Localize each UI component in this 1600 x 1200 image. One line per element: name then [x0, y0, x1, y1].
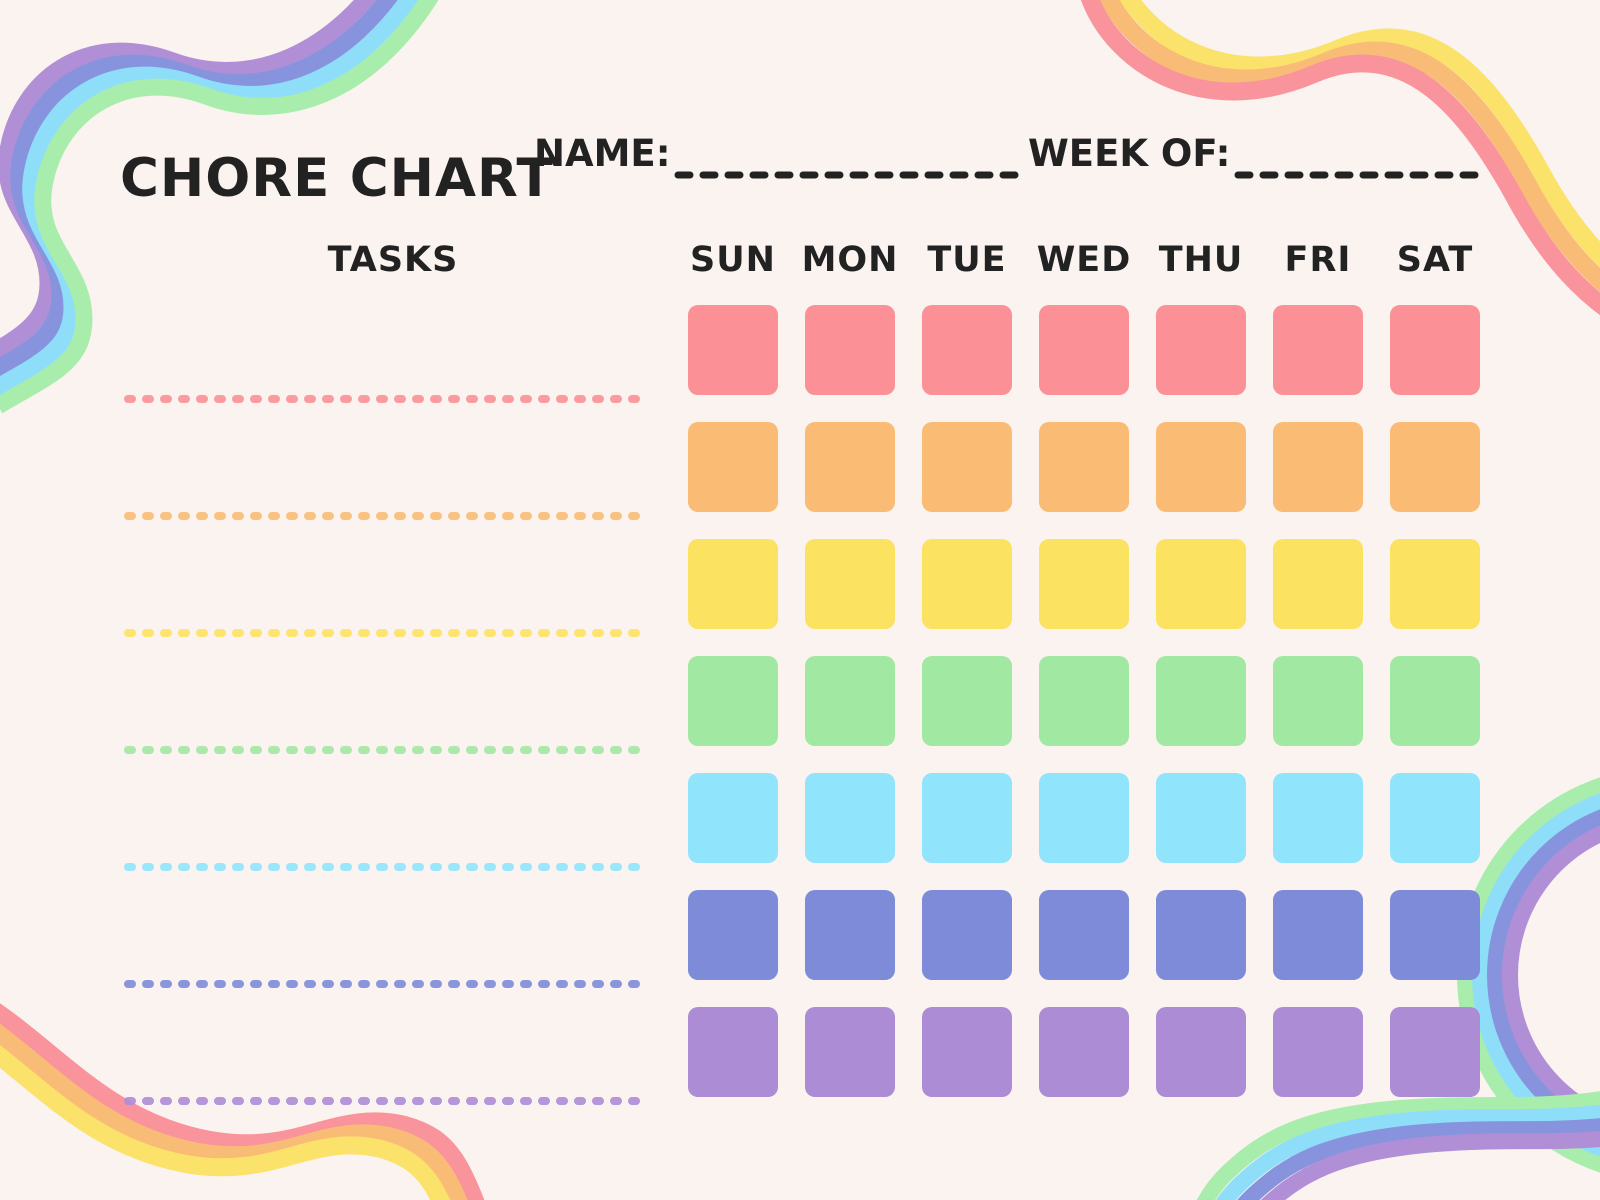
chore-cell[interactable]	[688, 890, 778, 980]
chore-cell[interactable]	[688, 422, 778, 512]
chore-cell[interactable]	[805, 890, 895, 980]
chore-cell[interactable]	[688, 1007, 778, 1097]
chore-cell[interactable]	[805, 539, 895, 629]
chore-cell[interactable]	[1273, 539, 1363, 629]
chore-cell[interactable]	[1039, 305, 1129, 395]
chore-cell[interactable]	[1039, 422, 1129, 512]
chore-cell[interactable]	[922, 539, 1012, 629]
chore-cell[interactable]	[1390, 890, 1480, 980]
chore-cell[interactable]	[688, 539, 778, 629]
chore-cell[interactable]	[805, 422, 895, 512]
chore-cell[interactable]	[1273, 773, 1363, 863]
chore-cell[interactable]	[1156, 656, 1246, 746]
chore-cell[interactable]	[1156, 1007, 1246, 1097]
day-header-mon: MON	[801, 240, 899, 280]
week-of-label: WEEK OF:	[1028, 132, 1231, 175]
chore-cell[interactable]	[1273, 422, 1363, 512]
chore-cell[interactable]	[1156, 422, 1246, 512]
chore-cell[interactable]	[805, 773, 895, 863]
day-header-tue: TUE	[927, 240, 1007, 280]
chore-cell[interactable]	[1390, 773, 1480, 863]
chore-cell[interactable]	[922, 773, 1012, 863]
day-header-thu: THU	[1158, 240, 1244, 280]
page-title: CHORE CHART	[120, 147, 554, 209]
day-header-sat: SAT	[1396, 240, 1474, 280]
chore-cell[interactable]	[1273, 1007, 1363, 1097]
chore-grid	[688, 305, 1483, 1105]
chore-cell[interactable]	[1390, 1007, 1480, 1097]
chore-cell[interactable]	[1156, 773, 1246, 863]
chore-cell[interactable]	[805, 305, 895, 395]
chore-cell[interactable]	[1273, 656, 1363, 746]
name-label: NAME:	[534, 132, 671, 175]
chore-cell[interactable]	[1390, 656, 1480, 746]
chore-cell[interactable]	[805, 1007, 895, 1097]
day-header-sun: SUN	[690, 240, 776, 280]
day-header-fri: FRI	[1284, 240, 1352, 280]
chore-cell[interactable]	[688, 656, 778, 746]
chore-cell[interactable]	[1156, 539, 1246, 629]
chore-cell[interactable]	[1273, 890, 1363, 980]
chore-cell[interactable]	[688, 773, 778, 863]
chore-cell[interactable]	[1039, 656, 1129, 746]
chore-cell[interactable]	[922, 656, 1012, 746]
chore-cell[interactable]	[1390, 539, 1480, 629]
chore-cell[interactable]	[805, 656, 895, 746]
chore-cell[interactable]	[1156, 890, 1246, 980]
chore-cell[interactable]	[1039, 1007, 1129, 1097]
chore-cell[interactable]	[922, 305, 1012, 395]
chore-cell[interactable]	[1039, 773, 1129, 863]
chore-cell[interactable]	[922, 890, 1012, 980]
chore-cell[interactable]	[1039, 890, 1129, 980]
chore-cell[interactable]	[1156, 305, 1246, 395]
tasks-column-header: TASKS	[327, 240, 459, 280]
day-header-wed: WED	[1036, 240, 1132, 280]
chore-cell[interactable]	[922, 422, 1012, 512]
chore-cell[interactable]	[1039, 539, 1129, 629]
chore-cell[interactable]	[922, 1007, 1012, 1097]
chore-cell[interactable]	[688, 305, 778, 395]
chore-cell[interactable]	[1390, 422, 1480, 512]
chore-cell[interactable]	[1273, 305, 1363, 395]
chore-cell[interactable]	[1390, 305, 1480, 395]
